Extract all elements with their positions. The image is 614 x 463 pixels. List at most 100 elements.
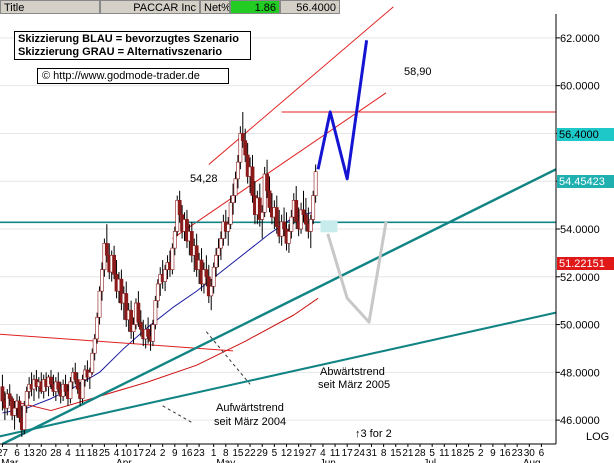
candle-body bbox=[0, 386, 5, 402]
candle-body bbox=[95, 317, 100, 340]
candle-body bbox=[138, 321, 143, 330]
candle-body bbox=[304, 214, 308, 225]
title-label: Title bbox=[4, 2, 25, 14]
y-axis-ticks: 46.000048.000050.000052.000054.000056.00… bbox=[556, 33, 600, 427]
x-tick-label: 11 bbox=[75, 448, 86, 459]
scenario-legend-blue: Skizzierung BLAU = bevorzugtes Szenario bbox=[18, 33, 239, 45]
x-tick-label: 27 bbox=[0, 448, 8, 459]
last-price-badge-text: 56.4000 bbox=[559, 129, 599, 141]
candle-body bbox=[100, 269, 104, 292]
scenario-gray-path bbox=[326, 221, 388, 324]
x-tick-label: 31 bbox=[366, 448, 378, 459]
scenario-legend-box: Skizzierung BLAU = bevorzugtes Szenario … bbox=[14, 31, 251, 60]
indicator-cell: Net% bbox=[200, 0, 230, 14]
candle-body bbox=[189, 231, 194, 256]
candle-body bbox=[177, 200, 182, 215]
candle-body bbox=[209, 286, 214, 297]
x-tick-label: 8 bbox=[381, 448, 387, 459]
level-54-label: 54,28 bbox=[190, 173, 218, 185]
downtrend-pointer bbox=[205, 331, 251, 385]
candle-body bbox=[245, 154, 250, 177]
x-tick-label: 21 bbox=[402, 448, 414, 459]
support-badge-text: 54.45423 bbox=[559, 176, 605, 188]
x-tick-label: 27 bbox=[305, 448, 317, 459]
candle-body bbox=[129, 309, 134, 333]
candle-body bbox=[102, 243, 107, 270]
candle-body bbox=[265, 173, 269, 192]
title-cell: Title bbox=[0, 0, 100, 14]
x-tick-label: 19 bbox=[293, 448, 305, 459]
candle-body bbox=[211, 266, 216, 287]
uptrend-2004-line bbox=[0, 311, 557, 438]
candle-body bbox=[299, 209, 303, 230]
x-tick-label: 22 bbox=[245, 448, 257, 459]
candle-body bbox=[153, 300, 158, 325]
candle-body bbox=[185, 219, 189, 242]
x-month-label: Aug bbox=[523, 458, 541, 463]
candle-body bbox=[231, 195, 235, 204]
candle-body bbox=[219, 238, 223, 249]
x-tick-label: 8 bbox=[223, 448, 229, 459]
candle-body bbox=[136, 302, 141, 323]
candle-body bbox=[294, 200, 299, 223]
uptrend-label-2: seit März 2004 bbox=[214, 416, 286, 428]
x-tick-label: 18 bbox=[87, 448, 99, 459]
support-trendline bbox=[1, 168, 557, 446]
x-tick-label: 2 bbox=[478, 448, 484, 459]
y-tick-label: 54.0000 bbox=[560, 224, 600, 236]
candle-body bbox=[262, 173, 267, 213]
moving-averages bbox=[2, 211, 319, 414]
x-tick-label: 29 bbox=[257, 448, 269, 459]
candle-body bbox=[131, 324, 136, 333]
scenario-blue-path bbox=[316, 40, 369, 181]
candle-body bbox=[112, 254, 117, 275]
candle-body bbox=[282, 221, 286, 230]
x-tick-label: 12 bbox=[281, 448, 293, 459]
last-price-cell: 56.4000 bbox=[280, 0, 340, 14]
candle-body bbox=[250, 166, 255, 196]
x-tick-label: 16 bbox=[499, 448, 511, 459]
x-tick-label: 5 bbox=[272, 448, 278, 459]
candle-body bbox=[267, 190, 272, 208]
candle-body bbox=[151, 324, 155, 342]
candle-body bbox=[119, 278, 124, 304]
candle-body bbox=[214, 254, 218, 268]
x-tick-label: 15 bbox=[390, 448, 402, 459]
copyright-text: © http://www.godmode-trader.de bbox=[42, 70, 200, 82]
candle-body bbox=[236, 161, 240, 180]
y-tick-label: 60.0000 bbox=[560, 81, 600, 93]
candle-body bbox=[233, 178, 238, 196]
candle-body bbox=[75, 379, 80, 390]
x-tick-label: 16 bbox=[181, 448, 193, 459]
candle-body bbox=[170, 247, 175, 270]
y-tick-label: 48.0000 bbox=[560, 367, 600, 379]
level-58-label: 58,90 bbox=[404, 66, 432, 78]
candle-body bbox=[124, 293, 129, 321]
x-tick-label: 24 bbox=[354, 448, 366, 459]
copyright-box: © http://www.godmode-trader.de bbox=[37, 68, 229, 84]
candle-body bbox=[87, 372, 92, 378]
candle-body bbox=[155, 283, 160, 301]
x-tick-label: 20 bbox=[36, 448, 48, 459]
candle-body bbox=[226, 223, 231, 232]
x-tick-label: 30 bbox=[524, 448, 536, 459]
x-tick-label: 28 bbox=[50, 448, 62, 459]
candle-body bbox=[216, 247, 221, 256]
x-month-label: May bbox=[216, 458, 235, 463]
candle-body bbox=[257, 197, 262, 220]
instrument-cell: PACCAR Inc bbox=[100, 0, 200, 14]
x-tick-label: 4 bbox=[65, 448, 71, 459]
candle-body bbox=[68, 381, 73, 399]
candle-body bbox=[228, 202, 233, 225]
x-tick-label: 17 bbox=[133, 448, 145, 459]
candle-body bbox=[5, 393, 10, 409]
instrument-name: PACCAR Inc bbox=[133, 2, 196, 14]
x-tick-label: 11 bbox=[330, 448, 341, 459]
moving-average-long bbox=[2, 297, 319, 412]
x-tick-label: 13 bbox=[24, 448, 36, 459]
candle-body bbox=[104, 243, 109, 256]
candle-body bbox=[12, 407, 17, 416]
net-change-cell: 1.86 bbox=[230, 0, 280, 14]
scenario-sketches bbox=[316, 40, 388, 324]
